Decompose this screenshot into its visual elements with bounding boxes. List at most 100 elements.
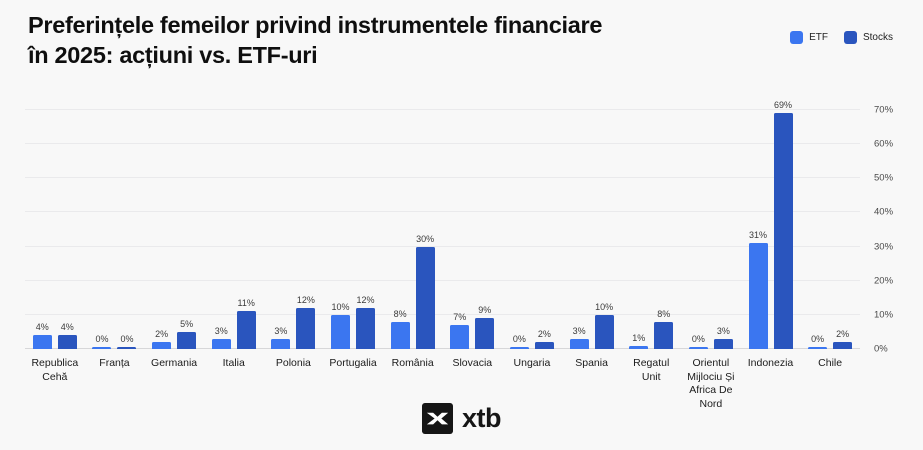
bar-group: 4% 4% <box>25 110 85 349</box>
bar-value-label: 8% <box>393 308 407 319</box>
bar-etf <box>688 347 708 349</box>
bar-etf <box>32 335 52 349</box>
bar-value-label: 0% <box>512 334 526 344</box>
bar-stocks <box>534 342 554 349</box>
y-tick-label: 60% <box>874 138 894 150</box>
bar-etf <box>569 338 589 349</box>
bar-value-label: 2% <box>537 329 551 340</box>
bar-column: 3% <box>211 110 231 349</box>
legend-item-stocks: Stocks <box>843 31 893 44</box>
bar-etf <box>629 345 649 349</box>
xtb-logo-icon <box>422 403 453 434</box>
category-label: România <box>391 357 434 369</box>
y-tick-label: 50% <box>874 172 894 184</box>
category-label: Polonia <box>275 357 311 369</box>
y-tick-label: 30% <box>874 241 894 253</box>
bar-column: 3% <box>713 110 733 349</box>
legend-label: ETF <box>809 32 828 43</box>
category-label: Slovacia <box>452 357 493 369</box>
gridline <box>25 348 860 349</box>
bar-value-label: 3% <box>214 325 228 336</box>
category-label: Regatul Unit <box>633 357 670 383</box>
bar-column: 1% <box>629 110 649 349</box>
bar-value-label: 5% <box>180 318 194 329</box>
bar-stocks <box>356 308 376 349</box>
bar-column: 4% <box>32 110 52 349</box>
bar-value-label: 7% <box>453 312 467 323</box>
bar-column: 9% <box>475 110 495 349</box>
bar-column: 8% <box>390 110 410 349</box>
bar-value-label: 0% <box>691 334 705 344</box>
category-label: Portugalia <box>329 357 377 369</box>
bar-column: 5% <box>177 110 197 349</box>
bar-column: 30% <box>415 110 435 349</box>
gridline <box>25 279 860 281</box>
bar-stocks <box>177 331 197 349</box>
bar-stocks <box>773 113 793 349</box>
gridline <box>25 109 860 110</box>
bar-column: 12% <box>296 110 316 349</box>
bar-etf <box>92 347 112 349</box>
bar-value-label: 0% <box>811 334 825 344</box>
bar-group: 1% 8% <box>621 110 681 349</box>
gridline <box>25 211 860 213</box>
bar-value-label: 8% <box>657 308 671 319</box>
category-label: Franța <box>99 357 130 369</box>
bar-etf <box>509 347 529 349</box>
bar-value-label: 3% <box>572 325 586 336</box>
bar-etf <box>390 321 410 349</box>
bar-group: 31% 69% <box>741 100 801 349</box>
bar-stocks <box>236 311 256 349</box>
category-label: Orientul Mijlociu Și Africa De Nord <box>687 357 735 410</box>
bar-value-label: 31% <box>748 230 767 241</box>
bar-column: 0% <box>92 110 112 349</box>
bar-column: 0% <box>808 110 828 349</box>
bar-column: 4% <box>57 110 77 349</box>
bar-value-label: 12% <box>356 295 375 306</box>
gridline <box>25 245 860 247</box>
category-label: Italia <box>222 357 245 369</box>
bar-group: 2% 5% <box>144 110 204 349</box>
category-label: Spania <box>575 357 608 369</box>
bar-etf <box>211 338 231 349</box>
category-label: Ungaria <box>513 357 551 369</box>
y-tick-label: 40% <box>874 206 894 218</box>
category-labels: Republica Cehă Franța Germania Italia Poloni… <box>25 357 860 412</box>
bar-group: 7% 9% <box>442 110 502 349</box>
category-label: Chile <box>818 357 843 369</box>
legend-label: Stocks <box>862 32 893 43</box>
bar-column: 0% <box>117 110 137 349</box>
bar-etf <box>271 338 291 349</box>
bar-group: 3% 10% <box>562 110 622 349</box>
bar-column: 10% <box>331 110 351 349</box>
bar-stocks <box>594 314 614 349</box>
plot-area: 0% 10% 20% 30% 40% 50% 60% 70% 4% 4% 0% 0% 2% 5% 3% 11… <box>25 100 893 355</box>
bar-group: 3% 11% <box>204 110 264 349</box>
bar-column: 2% <box>833 110 853 349</box>
bar-value-label: 12% <box>296 295 315 306</box>
legend-swatch <box>843 31 857 44</box>
bar-group: 0% 2% <box>502 110 562 349</box>
bar-value-label: 10% <box>331 301 350 312</box>
bar-column: 11% <box>236 110 256 349</box>
bar-value-label: 0% <box>120 334 134 344</box>
bar-value-label: 2% <box>836 329 850 340</box>
bar-value-label: 9% <box>478 305 492 316</box>
bar-value-label: 69% <box>773 100 792 111</box>
bar-etf <box>152 342 172 349</box>
bar-column: 10% <box>594 110 614 349</box>
bar-value-label: 30% <box>416 233 435 244</box>
bar-etf <box>808 347 828 349</box>
bar-column: 8% <box>654 110 674 349</box>
bar-column: 0% <box>688 110 708 349</box>
bar-stocks <box>117 347 137 349</box>
bar-stocks <box>833 342 853 349</box>
bar-stocks <box>415 246 435 349</box>
bar-group: 0% 2% <box>800 110 860 349</box>
bar-group: 10% 12% <box>323 110 383 349</box>
bar-stocks <box>296 308 316 349</box>
brand-name: xtb <box>462 403 502 433</box>
bar-groups: 4% 4% 0% 0% 2% 5% 3% 11% 3% 12% 10% 12% 8% 30% 7% 9% 0% 2… <box>25 100 860 349</box>
bar-value-label: 1% <box>632 332 646 343</box>
